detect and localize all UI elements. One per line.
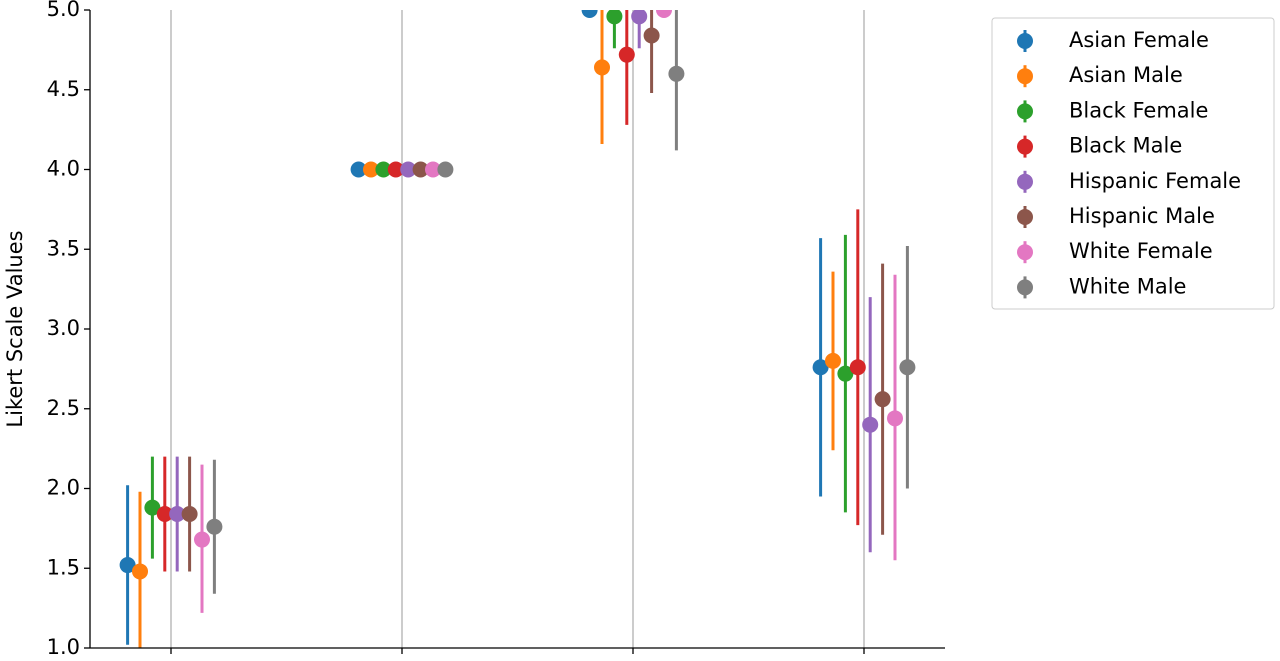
y-tick-label: 1.0 [47, 635, 80, 659]
y-tick-label: 3.0 [47, 316, 80, 340]
point [812, 359, 829, 376]
legend-label: Asian Male [1069, 63, 1183, 87]
point [144, 499, 161, 516]
legend-swatch [1017, 103, 1033, 120]
point [363, 161, 379, 178]
y-axis-label: Likert Scale Values [3, 230, 27, 427]
point [194, 531, 210, 548]
point [387, 161, 404, 178]
point [594, 59, 610, 76]
y-tick-label: 3.5 [47, 236, 80, 260]
point [375, 161, 392, 178]
legend-label: Asian Female [1069, 28, 1209, 52]
legend-swatch [1017, 68, 1033, 85]
y-tick-label: 2.5 [47, 396, 80, 420]
point [899, 359, 916, 376]
legend-label: White Female [1069, 239, 1213, 263]
point [643, 27, 660, 44]
legend-label: Hispanic Male [1069, 204, 1215, 228]
point [169, 506, 186, 523]
point [119, 557, 136, 574]
legend-label: White Male [1069, 274, 1186, 298]
point [437, 161, 454, 178]
legend-swatch [1017, 244, 1033, 261]
legend-box [991, 17, 1275, 310]
y-tick-label: 4.5 [47, 77, 80, 101]
point [631, 10, 648, 25]
legend-swatch [1017, 138, 1033, 155]
y-tick-label: 4.0 [47, 157, 80, 181]
point [874, 391, 891, 408]
point [350, 161, 367, 178]
y-tick-label: 5.0 [47, 0, 80, 21]
point [887, 410, 903, 427]
legend-swatch [1017, 33, 1033, 49]
point [156, 506, 173, 523]
point [206, 518, 223, 535]
legend-swatch [1017, 173, 1033, 190]
legend-label: Black Male [1069, 134, 1182, 158]
point [618, 46, 635, 63]
plot-area [119, 10, 916, 648]
legend-swatch [1017, 209, 1033, 225]
y-tick-label: 1.5 [47, 555, 80, 579]
point [425, 161, 441, 178]
point [181, 506, 198, 523]
point [581, 10, 598, 18]
point [849, 359, 866, 376]
legend-swatch [1017, 279, 1033, 296]
point [656, 10, 672, 18]
point [825, 352, 841, 369]
y-tick-label: 2.0 [47, 476, 80, 500]
point [837, 365, 854, 382]
point [412, 161, 429, 178]
legend-label: Black Female [1069, 98, 1208, 122]
point [606, 10, 623, 25]
point [862, 416, 879, 433]
legend-label: Hispanic Female [1069, 169, 1241, 193]
point [400, 161, 417, 178]
point [132, 563, 148, 580]
point [668, 65, 685, 82]
